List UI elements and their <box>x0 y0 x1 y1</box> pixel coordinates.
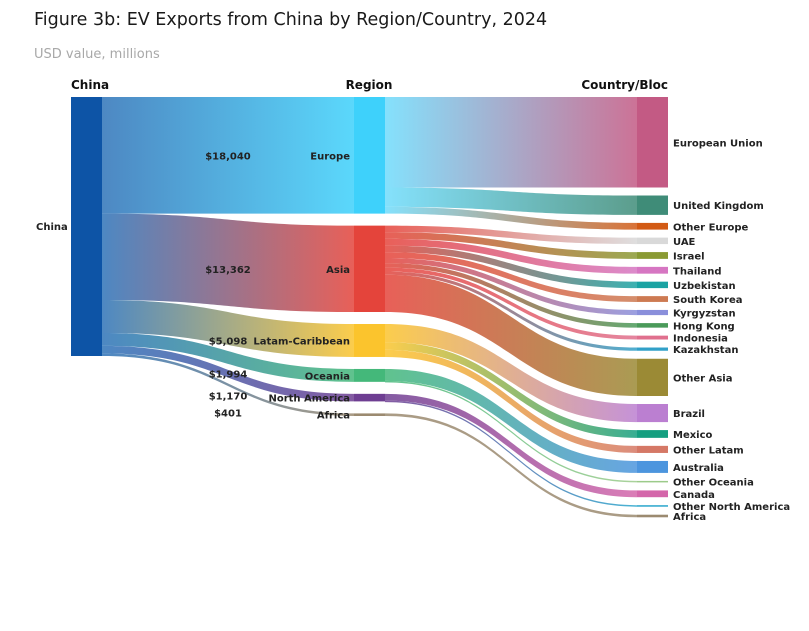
flow-asia-south-korea <box>385 252 637 302</box>
country-label-brazil: Brazil <box>673 409 705 420</box>
country-label-other-north-america: Other North America <box>673 502 790 513</box>
country-node-kyrgyzstan <box>637 309 668 316</box>
country-node-hong-kong <box>637 323 668 328</box>
region-value-africa: $401 <box>214 409 242 420</box>
country-label-uzbekistan: Uzbekistan <box>673 281 736 292</box>
region-label-asia: Asia <box>326 265 350 276</box>
region-column-header: Region <box>346 78 393 92</box>
country-node-uzbekistan <box>637 281 668 289</box>
source-node-label: China <box>36 222 68 233</box>
country-label-other-europe: Other Europe <box>673 222 749 233</box>
flow-asia-hong-kong <box>385 263 637 328</box>
country-label-australia: Australia <box>673 463 724 474</box>
flow-asia-uae <box>385 225 637 245</box>
region-label-latam: Latam-Caribbean <box>253 336 350 347</box>
flow-asia-indonesia <box>385 267 637 340</box>
chart-subtitle: USD value, millions <box>34 47 160 62</box>
region-node-asia <box>354 225 385 312</box>
chart-title: Figure 3b: EV Exports from China by Regi… <box>34 10 548 30</box>
country-node-uae <box>637 237 668 245</box>
flow-oceania-australia <box>385 368 637 473</box>
flow-europe-united-kingdom <box>385 187 637 215</box>
flow-africa-africa <box>385 413 637 518</box>
country-label-united-kingdom: United Kingdom <box>673 201 764 212</box>
country-node-other-north-america <box>637 505 668 507</box>
country-node-australia <box>637 460 668 473</box>
country-node-thailand <box>637 266 668 274</box>
country-node-canada <box>637 490 668 498</box>
country-node-other-latam <box>637 445 668 453</box>
flow-asia-other-asia <box>385 274 637 396</box>
country-label-uae: UAE <box>673 237 696 248</box>
flow-oceania-other-oceania <box>385 380 637 483</box>
country-label-south-korea: South Korea <box>673 295 742 306</box>
flow-asia-israel <box>385 232 637 259</box>
region-value-northamerica: $1,170 <box>209 392 248 403</box>
country-node-other-europe <box>637 222 668 230</box>
flow-northamerica-other-north-america <box>385 400 637 507</box>
country-label-mexico: Mexico <box>673 430 713 441</box>
country-label-other-latam: Other Latam <box>673 445 744 456</box>
flow-china-asia <box>102 213 354 312</box>
country-label-other-asia: Other Asia <box>673 373 732 384</box>
flow-northamerica-canada <box>385 393 637 498</box>
region-value-oceania: $1,994 <box>209 369 248 380</box>
country-label-thailand: Thailand <box>673 266 722 277</box>
flow-europe-other-europe <box>385 206 637 230</box>
country-node-european-union <box>637 97 668 188</box>
region-value-latam: $5,098 <box>209 336 248 347</box>
flow-china-northamerica <box>102 345 354 402</box>
links-layer <box>102 97 637 518</box>
country-label-other-oceania: Other Oceania <box>673 478 754 489</box>
flow-asia-kyrgyzstan <box>385 257 637 316</box>
source-node-china <box>71 97 102 356</box>
country-node-other-asia <box>637 358 668 396</box>
flow-asia-uzbekistan <box>385 245 637 289</box>
country-label-hong-kong: Hong Kong <box>673 321 735 332</box>
nodes-layer <box>71 97 668 518</box>
labels-layer: China Region Country/Bloc China Europe $1… <box>36 78 790 523</box>
country-column-header: Country/Bloc <box>581 78 668 92</box>
region-node-northamerica <box>354 393 385 402</box>
region-label-europe: Europe <box>310 151 350 162</box>
region-label-northamerica: North America <box>268 394 350 405</box>
region-node-latam <box>354 323 385 357</box>
country-node-kazakhstan <box>637 347 668 351</box>
source-column-header: China <box>71 78 109 92</box>
country-label-kyrgyzstan: Kyrgyzstan <box>673 309 736 320</box>
region-value-europe: $18,040 <box>205 151 251 162</box>
country-label-kazakhstan: Kazakhstan <box>673 345 738 356</box>
country-label-indonesia: Indonesia <box>673 334 728 345</box>
country-node-indonesia <box>637 335 668 340</box>
country-node-south-korea <box>637 296 668 302</box>
country-node-brazil <box>637 403 668 423</box>
country-node-mexico <box>637 430 668 438</box>
country-label-israel: Israel <box>673 251 705 262</box>
country-label-european-union: European Union <box>673 138 763 149</box>
country-node-israel <box>637 252 668 259</box>
flow-china-europe <box>102 97 354 214</box>
country-label-canada: Canada <box>673 490 715 501</box>
flow-latam-brazil <box>385 323 637 423</box>
flow-latam-mexico <box>385 342 637 438</box>
region-value-asia: $13,362 <box>205 265 251 276</box>
flow-china-africa <box>102 353 354 416</box>
country-label-africa: Africa <box>673 512 706 523</box>
region-label-oceania: Oceania <box>305 371 350 382</box>
region-node-oceania <box>354 368 385 382</box>
region-node-europe <box>354 97 385 214</box>
country-node-africa <box>637 514 668 518</box>
flow-latam-other-latam <box>385 349 637 453</box>
flow-china-oceania <box>102 332 354 382</box>
flow-asia-thailand <box>385 238 637 274</box>
flow-china-latam <box>102 299 354 357</box>
flow-asia-kazakhstan <box>385 271 637 351</box>
country-node-united-kingdom <box>637 195 668 215</box>
country-node-other-oceania <box>637 480 668 483</box>
region-label-africa: Africa <box>317 411 350 422</box>
flow-europe-european-union <box>385 97 637 188</box>
region-node-africa <box>354 413 385 416</box>
